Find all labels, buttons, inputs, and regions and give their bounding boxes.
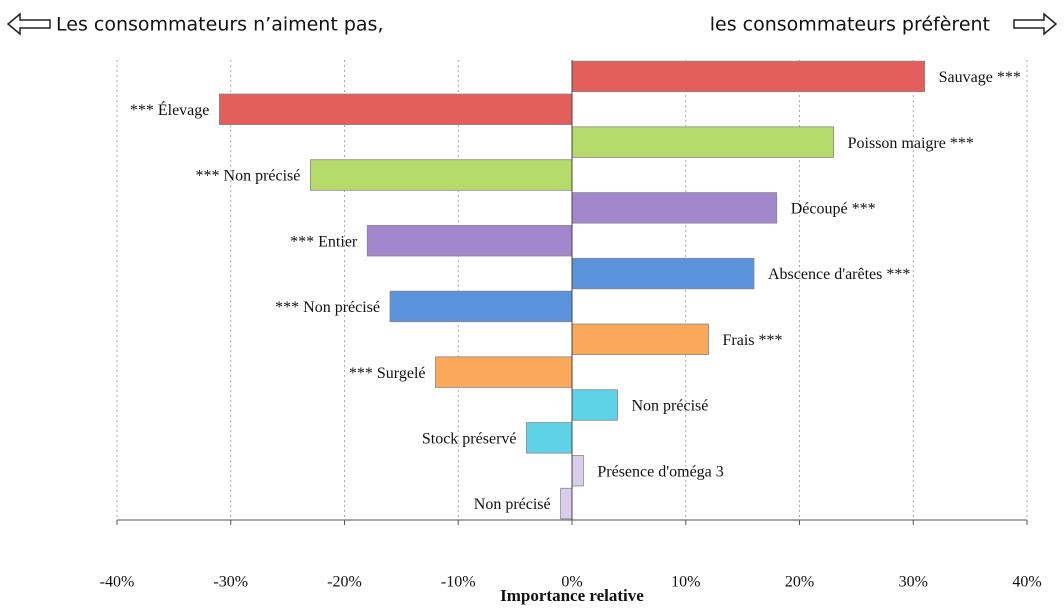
bar-label: *** Non précisé <box>196 168 301 185</box>
bar-label: Stock préservé <box>422 431 517 448</box>
x-tick-label: -10% <box>441 574 476 591</box>
bar-label: Non précisé <box>632 398 709 415</box>
header-right: les consommateurs préfèrent <box>710 14 990 36</box>
bar <box>309 159 573 191</box>
x-tick-label: 40% <box>1012 574 1041 591</box>
bar <box>571 389 618 421</box>
bar <box>526 422 573 454</box>
x-tick-label: -20% <box>327 574 362 591</box>
bar <box>571 126 835 158</box>
bar <box>571 257 755 290</box>
bar <box>571 455 584 487</box>
bar <box>435 356 573 388</box>
bar <box>218 93 573 125</box>
bar-label: Présence d'oméga 3 <box>597 463 723 480</box>
bar <box>560 487 573 520</box>
bar-label: *** Entier <box>290 233 358 250</box>
bar-label: *** Surgelé <box>349 365 426 382</box>
bar-label: Non précisé <box>474 496 551 513</box>
bar-label: Frais *** <box>723 332 783 349</box>
bar <box>366 225 573 257</box>
x-axis-title: Importance relative <box>500 586 644 605</box>
bar-label: Abscence d'arêtes *** <box>768 266 910 283</box>
x-tick-label: -40% <box>100 574 135 591</box>
x-tick-label: 20% <box>785 574 814 591</box>
x-tick-label: 30% <box>899 574 928 591</box>
bar-label: *** Non précisé <box>275 299 380 316</box>
x-tick-label: 0% <box>561 574 582 591</box>
header-left: Les consommateurs n’aiment pas, <box>56 14 383 36</box>
bar-label: Poisson maigre *** <box>848 135 974 152</box>
bar <box>389 290 573 323</box>
bar-label: *** Élevage <box>130 100 210 119</box>
x-tick-label: -30% <box>213 574 248 591</box>
x-tick-label: 10% <box>671 574 700 591</box>
bar <box>571 60 926 93</box>
left-arrow <box>6 12 51 36</box>
bar <box>571 192 778 224</box>
bar-label: Découpé *** <box>791 201 876 218</box>
right-arrow <box>1013 12 1058 36</box>
bar <box>571 323 709 355</box>
bar-label: Sauvage *** <box>939 69 1021 86</box>
